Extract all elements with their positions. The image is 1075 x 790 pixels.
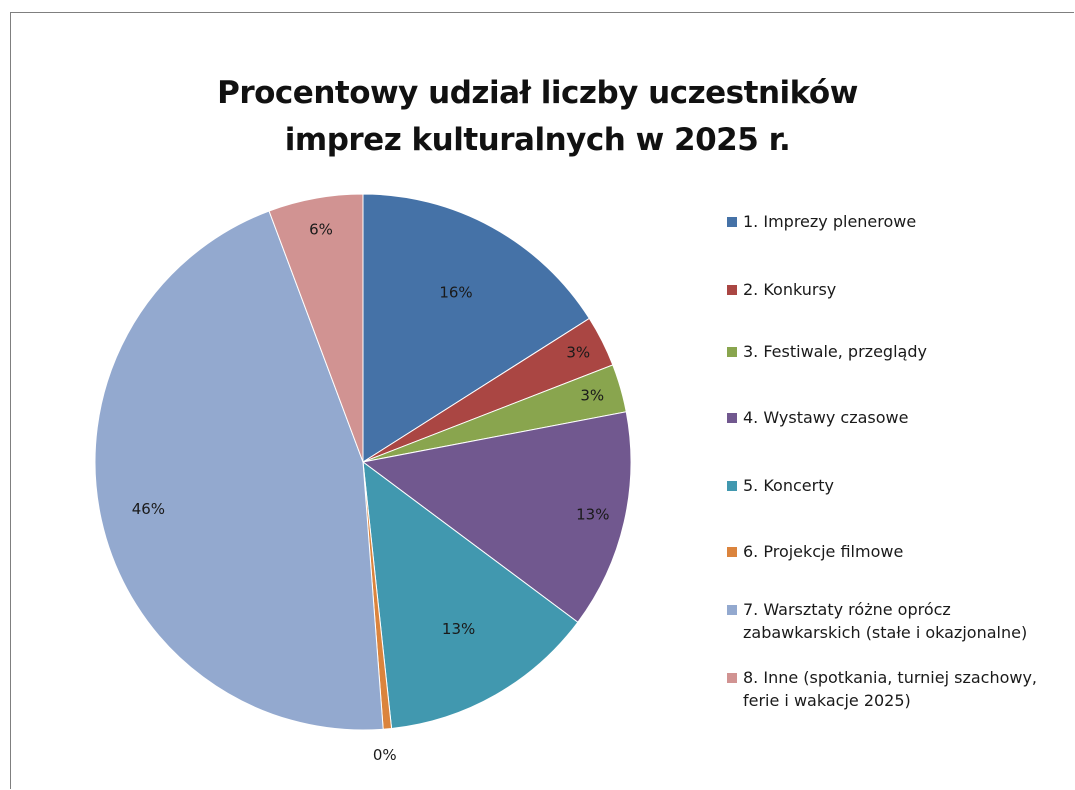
chart-title-line-1: Procentowy udział liczby uczestników: [217, 75, 858, 111]
chart-title: Procentowy udział liczby uczestników imp…: [0, 70, 1075, 164]
pie-slice-8: [268, 193, 364, 463]
data-label-slice-5: 13%: [442, 620, 475, 638]
legend-swatch: [727, 547, 737, 557]
data-label-slice-7: 46%: [132, 500, 165, 518]
legend-swatch: [727, 217, 737, 227]
pie-slices: [94, 193, 632, 731]
legend-label: 6. Projekcje filmowe: [743, 542, 904, 561]
chart-title-line-2: imprez kulturalnych w 2025 r.: [284, 122, 791, 158]
data-label-slice-3: 3%: [580, 387, 604, 405]
legend-label: 7. Warsztaty różne oprócz zabawkarskich …: [743, 600, 1028, 642]
pie-slice-7: [94, 210, 384, 731]
legend-label: 8. Inne (spotkania, turniej szachowy, fe…: [743, 668, 1038, 710]
legend-swatch: [727, 285, 737, 295]
legend-swatch: [727, 673, 737, 683]
pie-slice-5: [362, 460, 579, 730]
legend-item-7: 7. Warsztaty różne oprócz zabawkarskich …: [727, 598, 1027, 644]
data-label-slice-8: 6%: [309, 220, 333, 238]
legend-swatch: [727, 481, 737, 491]
legend-label: 5. Koncerty: [743, 476, 834, 495]
legend-item-2: 2. Konkursy: [727, 278, 836, 301]
data-label-slice-6: 0%: [373, 746, 397, 764]
pie-data-labels: 16% 3% 3% 13% 13% 0% 46% 6%: [132, 220, 610, 764]
data-label-slice-2: 3%: [566, 344, 590, 362]
pie-slice-4: [361, 411, 632, 623]
legend-label: 1. Imprezy plenerowe: [743, 212, 917, 231]
legend-label: 2. Konkursy: [743, 280, 837, 299]
data-label-slice-1: 16%: [439, 283, 472, 301]
legend-item-6: 6. Projekcje filmowe: [727, 540, 903, 563]
legend-swatch: [727, 413, 737, 423]
legend-item-3: 3. Festiwale, przeglądy: [727, 340, 927, 363]
legend-item-1: 1. Imprezy plenerowe: [727, 210, 916, 233]
legend-swatch: [727, 347, 737, 357]
legend-item-5: 5. Koncerty: [727, 474, 834, 497]
pie-slice-1: [362, 193, 590, 463]
data-label-slice-4: 13%: [576, 505, 609, 523]
legend-label: 4. Wystawy czasowe: [743, 408, 909, 427]
legend-item-4: 4. Wystawy czasowe: [727, 406, 908, 429]
legend-swatch: [727, 605, 737, 615]
legend-label: 3. Festiwale, przeglądy: [743, 342, 927, 361]
legend-item-8: 8. Inne (spotkania, turniej szachowy, fe…: [727, 666, 1037, 712]
